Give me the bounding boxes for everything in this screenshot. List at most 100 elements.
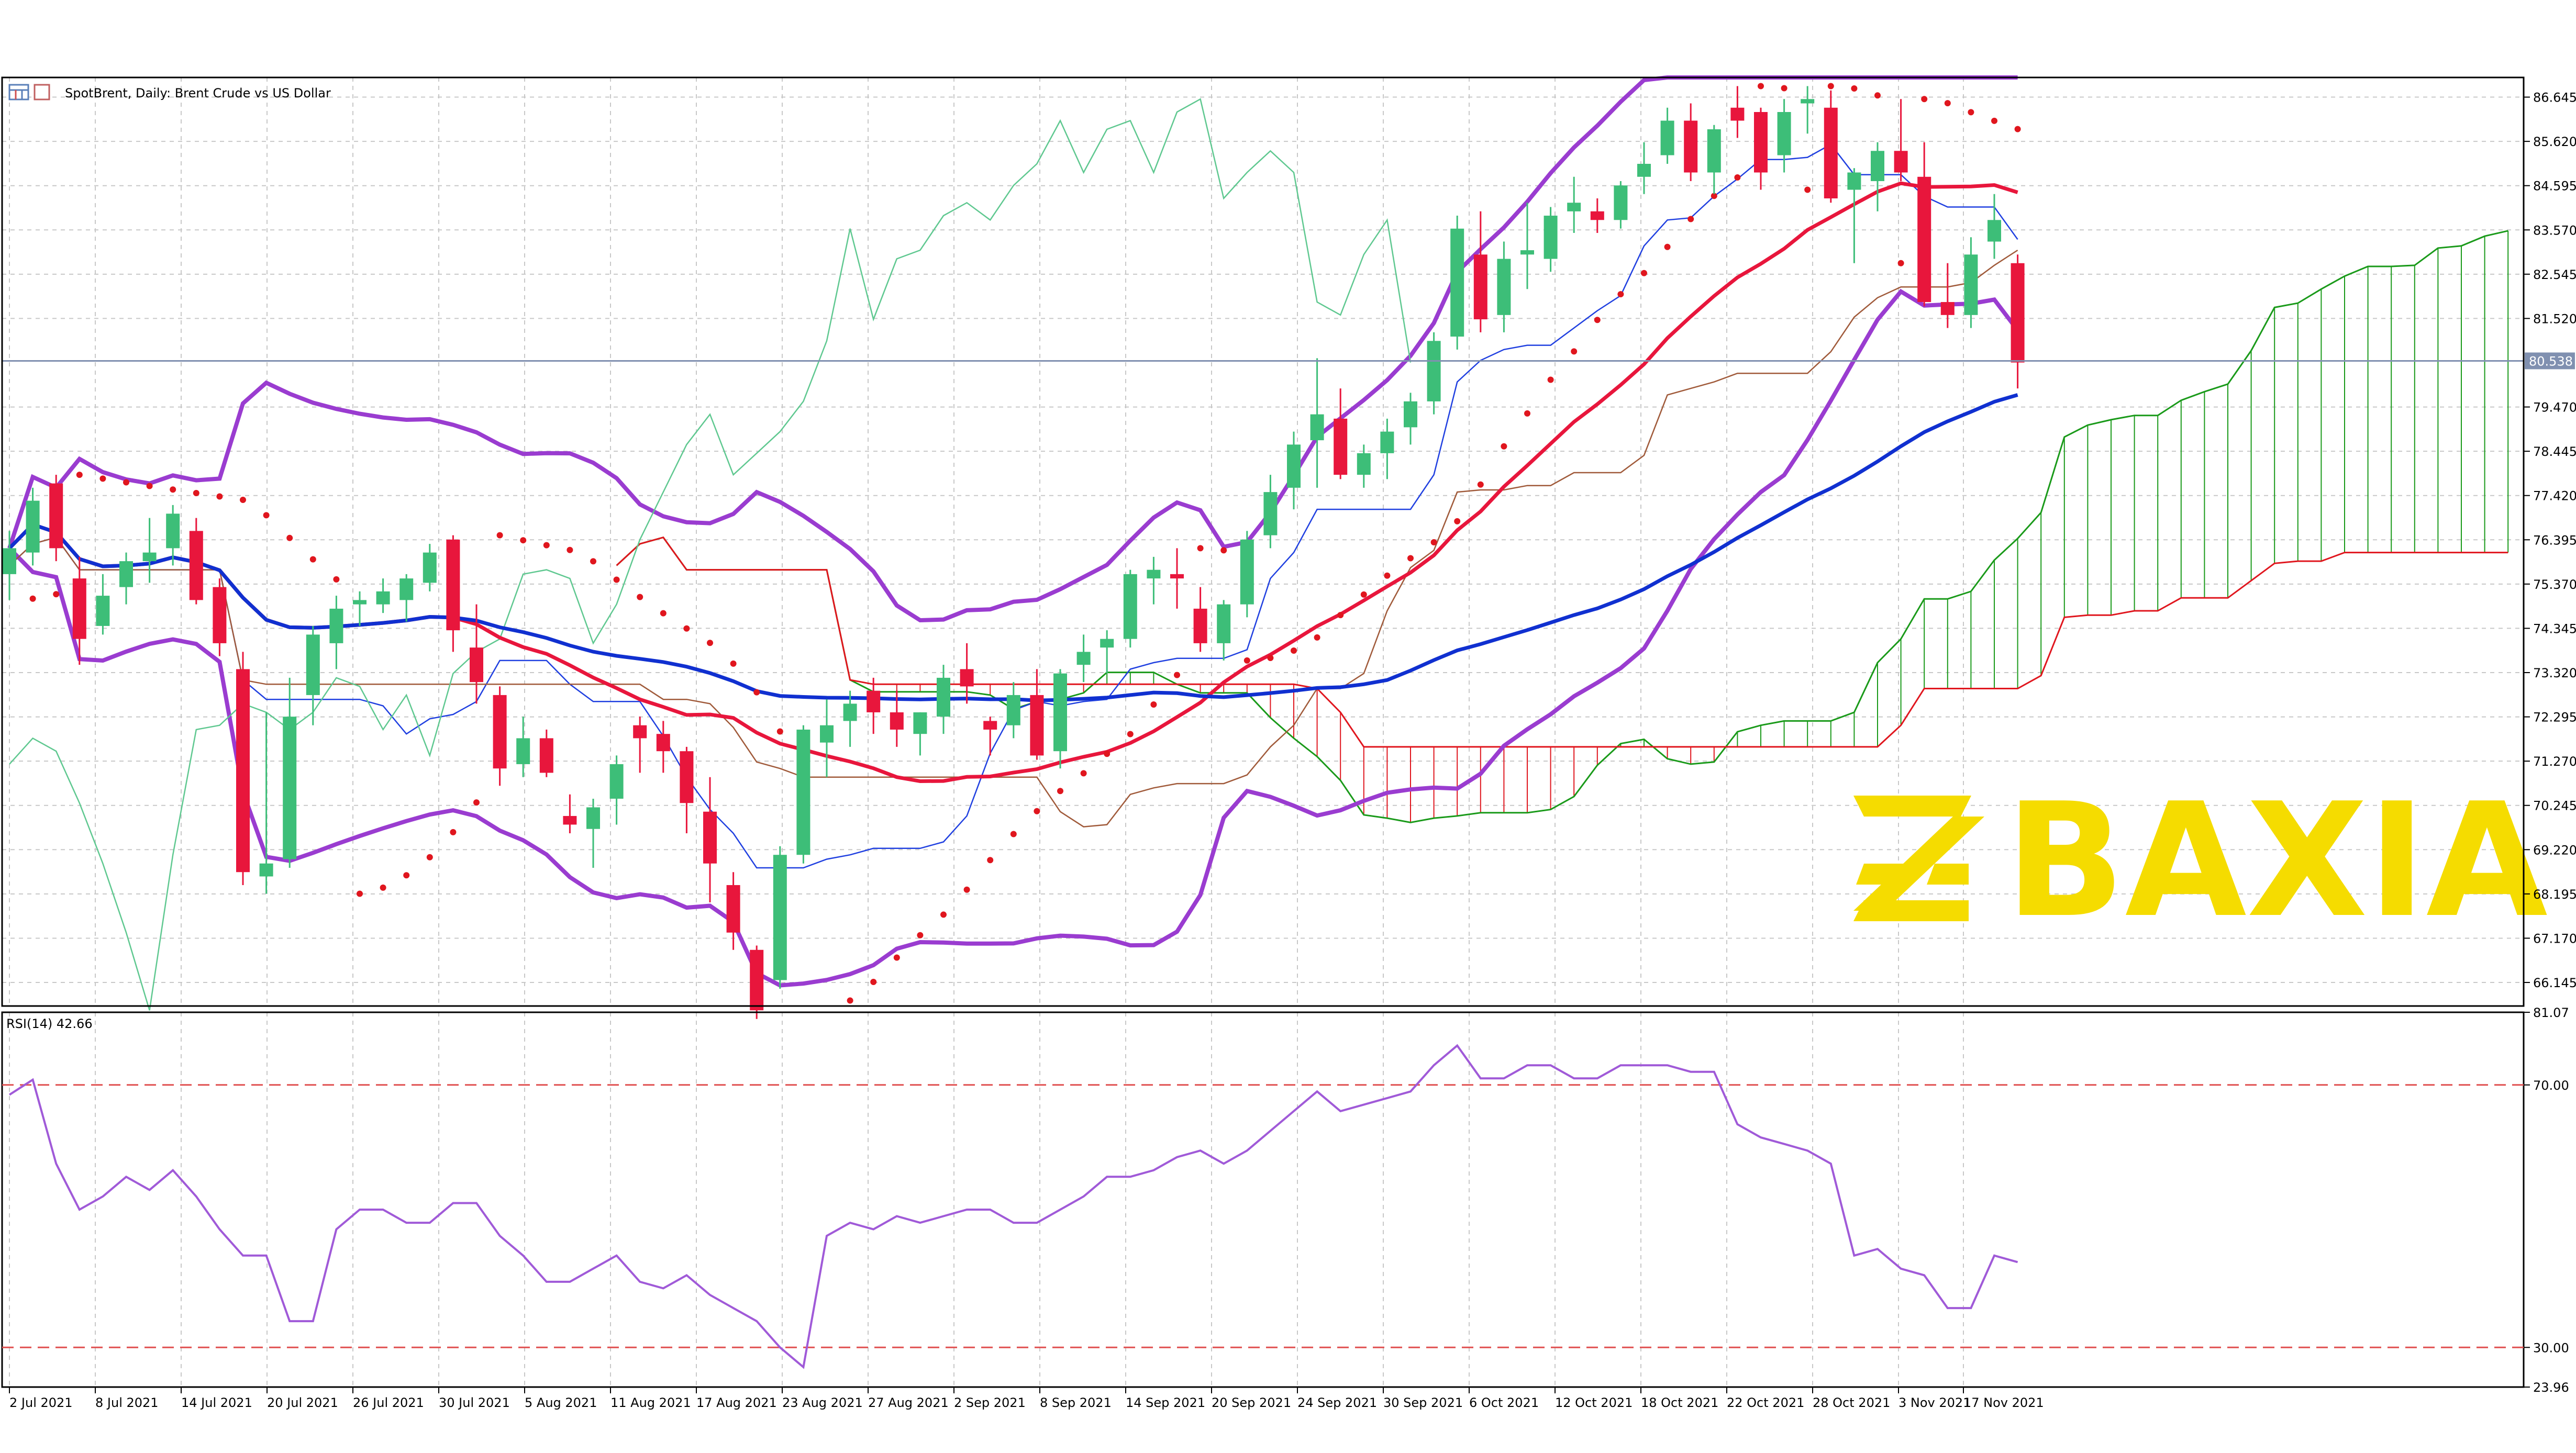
candle (213, 578, 227, 656)
y-tick-label: 86.645 (2533, 91, 2576, 105)
candle (1590, 198, 1604, 233)
parabolic-sar-dot (53, 591, 60, 598)
candle-body (1730, 107, 1745, 121)
x-tick-label: 3 Nov 2021 (1898, 1395, 1971, 1410)
candle-body (142, 552, 157, 562)
parabolic-sar-dot (963, 886, 970, 893)
parabolic-sar-dot (1174, 672, 1180, 678)
candle (1473, 211, 1487, 332)
y-tick-label: 82.545 (2533, 267, 2576, 282)
candle-body (913, 712, 927, 734)
parabolic-sar-dot (1314, 634, 1320, 641)
parabolic-sar-dot (1991, 117, 1997, 124)
candle-body (1847, 172, 1861, 190)
candle (329, 596, 343, 669)
x-tick-label: 2 Jul 2021 (9, 1395, 73, 1410)
candle-body (1006, 695, 1020, 725)
y-tick-label: 68.195 (2533, 887, 2576, 902)
candle-body (1217, 604, 1231, 643)
parabolic-sar-dot (496, 532, 503, 539)
x-tick-label: 17 Aug 2021 (696, 1395, 777, 1410)
candle (1147, 556, 1161, 605)
y-tick-label: 81.520 (2533, 311, 2576, 326)
candle (726, 872, 740, 950)
parabolic-sar-dot (590, 558, 596, 565)
parabolic-sar-dot (1220, 547, 1227, 554)
x-tick-label: 26 Jul 2021 (353, 1395, 424, 1410)
candle-body (1614, 185, 1628, 220)
candle-body (3, 548, 16, 574)
candle-body (796, 729, 810, 855)
rsi-panel-frame (1, 1011, 2525, 1388)
candle-body (1777, 112, 1791, 155)
parabolic-sar-dot (1617, 291, 1624, 298)
rsi-y-tick-label: 30.00 (2533, 1340, 2569, 1355)
rsi-line (8, 1044, 2018, 1369)
candle (1123, 569, 1137, 648)
candle-body (306, 634, 320, 695)
parabolic-sar-dot (29, 595, 36, 602)
candle (3, 531, 16, 600)
candle (609, 755, 624, 825)
candle (1801, 86, 1815, 134)
parabolic-sar-dot (146, 483, 153, 489)
x-tick-label: 24 Sep 2021 (1297, 1395, 1377, 1410)
candle-body (166, 513, 180, 549)
candle (1894, 99, 1908, 182)
candle (446, 535, 460, 652)
candle-body (329, 608, 343, 643)
bollinger-lower-band (8, 288, 2019, 988)
candle-body (1497, 259, 1511, 315)
parabolic-sar-dot (1874, 92, 1881, 99)
parabolic-sar-dot (1968, 109, 1974, 116)
parabolic-sar-dot (240, 496, 246, 503)
parabolic-sar-dot (473, 799, 480, 806)
candle-body (1684, 120, 1698, 173)
candle (72, 556, 86, 665)
y-tick-label: 85.620 (2533, 135, 2576, 149)
parabolic-sar-dot (170, 486, 176, 493)
candle-body (656, 734, 670, 752)
parabolic-sar-dot (1407, 555, 1414, 562)
y-tick-label: 66.145 (2533, 976, 2576, 990)
candle (539, 729, 553, 777)
parabolic-sar-dot (450, 829, 457, 835)
candle (1940, 263, 1955, 328)
candle (1707, 125, 1721, 194)
parabolic-sar-dot (1594, 317, 1601, 323)
parabolic-sar-dot (940, 911, 947, 918)
parabolic-sar-dot (520, 537, 527, 544)
candle-body (1357, 453, 1371, 475)
parabolic-sar-dot (1827, 83, 1834, 90)
candle-body (563, 815, 577, 825)
candle (773, 846, 787, 989)
candle-body (1287, 444, 1301, 488)
parabolic-sar-dot (567, 546, 573, 553)
candle (656, 721, 670, 773)
parabolic-sar-dot (1944, 100, 1951, 107)
candle-body (1193, 608, 1207, 643)
candle-body (119, 561, 133, 587)
parabolic-sar-dot (1547, 376, 1554, 383)
candle-body (399, 578, 414, 600)
candle (1006, 682, 1020, 739)
candle (189, 518, 203, 605)
y-tick-label: 71.270 (2533, 754, 2576, 769)
parabolic-sar-dot (1477, 481, 1484, 488)
x-tick-label: 14 Sep 2021 (1126, 1395, 1205, 1410)
parabolic-sar-dot (1711, 193, 1717, 199)
parabolic-sar-dot (1360, 591, 1367, 598)
candle-body (820, 725, 834, 743)
candle-body (633, 725, 647, 739)
candle-body (1987, 220, 2001, 242)
y-tick-label: 76.395 (2533, 533, 2576, 547)
candle (1217, 600, 1231, 661)
y-tick-label: 77.420 (2533, 489, 2576, 504)
candle (867, 677, 881, 734)
candle-body (680, 751, 694, 803)
candle (1076, 634, 1091, 683)
parabolic-sar-dot (286, 534, 293, 541)
parabolic-sar-dot (987, 857, 994, 864)
